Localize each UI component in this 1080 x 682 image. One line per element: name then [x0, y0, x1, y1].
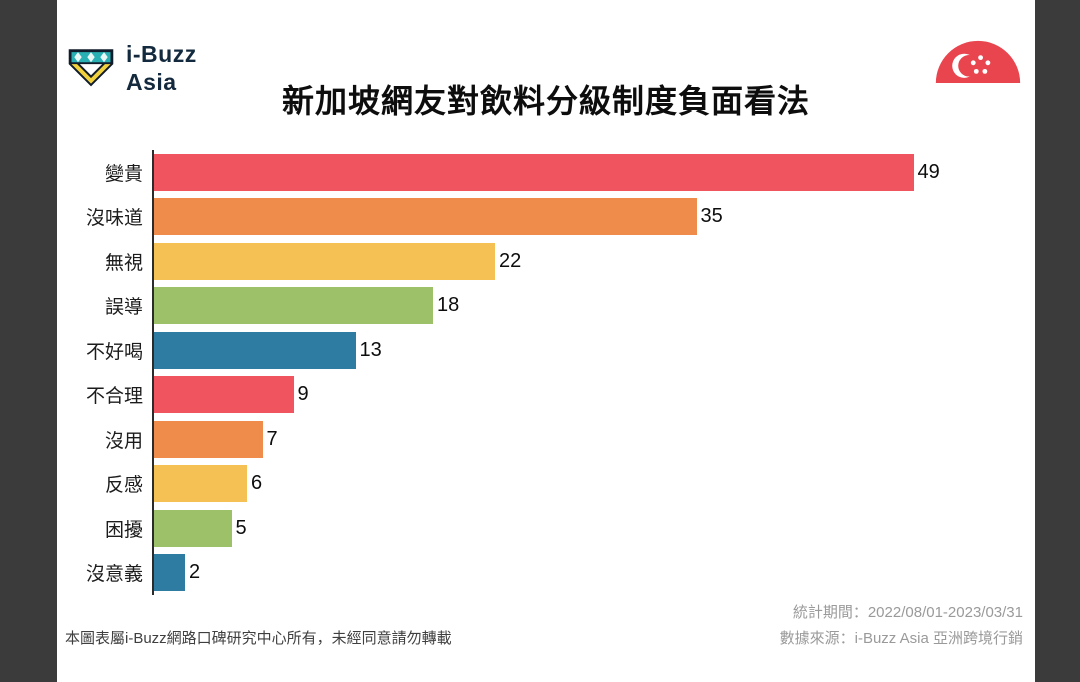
bar — [154, 242, 495, 280]
chart-row: 不好喝 13 — [57, 328, 1035, 373]
chart-row: 沒意義 2 — [57, 550, 1035, 595]
bar-track: 22 — [152, 239, 1035, 284]
bar-track: 5 — [152, 506, 1035, 551]
bar — [154, 509, 232, 547]
bar — [154, 420, 263, 458]
bar-track: 6 — [152, 461, 1035, 506]
bar-value-label: 2 — [189, 561, 201, 584]
brand-line1: i-Buzz — [126, 41, 197, 68]
bar-track: 7 — [152, 417, 1035, 462]
bar-value-label: 13 — [359, 338, 382, 361]
bar-track: 9 — [152, 372, 1035, 417]
chart-row: 沒味道 35 — [57, 194, 1035, 239]
bar-track: 35 — [152, 194, 1035, 239]
category-label: 沒味道 — [85, 208, 143, 230]
chart-row: 沒用 7 — [57, 417, 1035, 462]
bar-track: 13 — [152, 328, 1035, 373]
stats-period: 統計期間：2022/08/01-2023/03/31 — [792, 604, 1023, 621]
brand-name: i-Buzz Asia — [126, 41, 197, 95]
bar — [154, 331, 356, 369]
chart-row: 誤導 18 — [57, 283, 1035, 328]
ibuzz-logo-icon — [65, 40, 117, 97]
bar-value-label: 6 — [251, 472, 263, 495]
chart-row: 不合理 9 — [57, 372, 1035, 417]
bar-value-label: 7 — [266, 427, 278, 450]
brand-line2: Asia — [126, 68, 177, 95]
bar-value-label: 9 — [297, 383, 309, 406]
source-note: 統計期間：2022/08/01-2023/03/31 數據來源：i-Buzz A… — [780, 600, 1023, 652]
chart-row: 困擾 5 — [57, 506, 1035, 551]
content-page: i-Buzz Asia 新加坡網友對飲料分級制度負面看法 變貴 49 沒味道 35 無視… — [57, 0, 1035, 682]
category-label: 不合理 — [85, 386, 143, 408]
chart-row: 無視 22 — [57, 239, 1035, 284]
category-label: 無視 — [104, 252, 143, 274]
bar-chart: 變貴 49 沒味道 35 無視 22 誤導 18 不好喝 13 不合理 9 沒用 7 反感 6 困擾 5 沒意義 2 — [57, 150, 1035, 595]
data-source: 數據來源：i-Buzz Asia 亞洲跨境行銷 — [779, 630, 1023, 647]
ibuzz-logo: i-Buzz Asia — [65, 40, 197, 97]
bar — [154, 554, 185, 592]
bar — [154, 198, 697, 236]
category-label: 困擾 — [104, 519, 143, 541]
chart-row: 反感 6 — [57, 461, 1035, 506]
bar-value-label: 5 — [235, 516, 247, 539]
chart-row: 變貴 49 — [57, 150, 1035, 195]
category-label: 沒用 — [104, 430, 143, 452]
bar-value-label: 35 — [700, 205, 723, 228]
bar-track: 2 — [152, 550, 1035, 595]
bar — [154, 465, 247, 503]
bar — [154, 153, 914, 191]
singapore-flag-icon — [935, 40, 1021, 126]
page-title: 新加坡網友對飲料分級制度負面看法 — [281, 83, 810, 119]
bar-value-label: 22 — [499, 249, 522, 272]
bar-value-label: 18 — [437, 294, 460, 317]
header: i-Buzz Asia 新加坡網友對飲料分級制度負面看法 — [57, 0, 1035, 150]
bar — [154, 287, 433, 325]
category-label: 沒意義 — [85, 564, 143, 586]
bar-value-label: 49 — [917, 160, 940, 183]
category-label: 反感 — [104, 475, 143, 497]
category-label: 誤導 — [104, 297, 143, 319]
bar-track: 49 — [152, 150, 1035, 195]
category-label: 不好喝 — [85, 341, 143, 363]
bar-track: 18 — [152, 283, 1035, 328]
category-label: 變貴 — [104, 163, 143, 185]
bar — [154, 376, 294, 414]
copyright-note: 本圖表屬i-Buzz網路口碑研究中心所有，未經同意請勿轉載 — [65, 630, 452, 647]
